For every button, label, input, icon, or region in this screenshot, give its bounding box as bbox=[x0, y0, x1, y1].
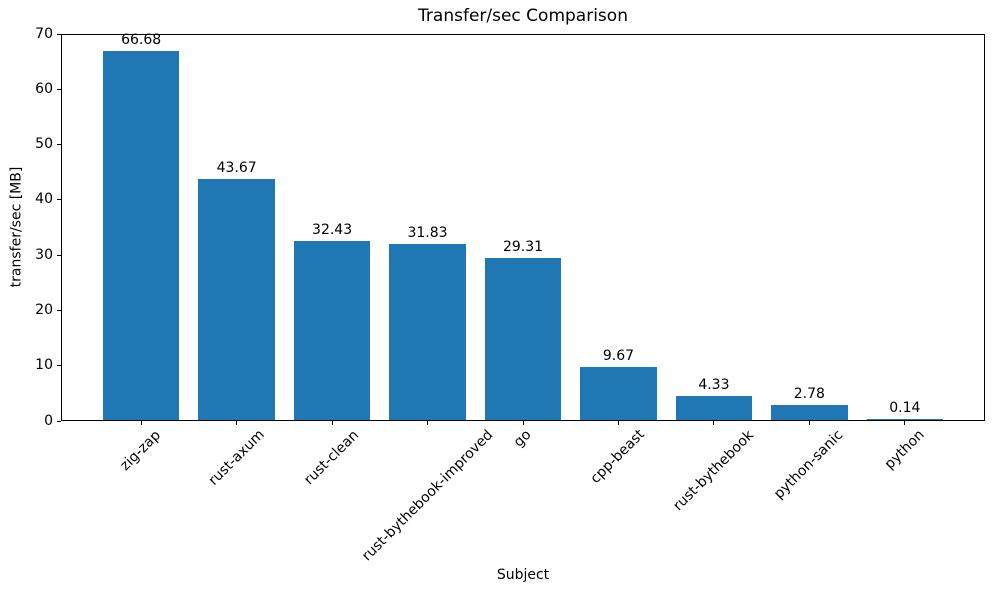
x-tick-mark bbox=[713, 421, 715, 425]
x-tick-label: rust-bythebook-improved bbox=[358, 426, 496, 565]
bar bbox=[389, 244, 466, 420]
chart-title: Transfer/sec Comparison bbox=[418, 6, 628, 26]
bar bbox=[866, 419, 943, 420]
x-tick-label: rust-axum bbox=[205, 427, 268, 490]
y-tick-label: 50 bbox=[35, 136, 53, 153]
x-tick-label: python-sanic bbox=[771, 426, 847, 503]
y-tick-mark bbox=[57, 254, 61, 256]
y-tick-label: 70 bbox=[35, 25, 53, 42]
x-tick-label: rust-clean bbox=[301, 426, 363, 488]
y-tick-mark bbox=[57, 420, 61, 422]
x-tick-mark bbox=[617, 421, 619, 425]
x-tick-label: cpp-beast bbox=[587, 426, 649, 488]
y-tick-label: 30 bbox=[35, 246, 53, 263]
bar bbox=[675, 396, 753, 420]
bar bbox=[198, 178, 275, 420]
x-tick-label: go bbox=[510, 426, 535, 451]
plot-area bbox=[61, 34, 985, 421]
x-tick-label: zig-zap bbox=[117, 426, 165, 474]
bar bbox=[484, 257, 562, 420]
bar bbox=[103, 51, 180, 420]
y-tick-label: 10 bbox=[35, 357, 53, 374]
y-tick-label: 0 bbox=[44, 412, 53, 429]
bar-value-label: 66.68 bbox=[121, 32, 162, 49]
y-tick-mark bbox=[57, 144, 61, 146]
x-tick-mark bbox=[236, 421, 238, 425]
bar bbox=[771, 404, 848, 420]
bar-value-label: 32.43 bbox=[312, 221, 353, 238]
bar-value-label: 2.78 bbox=[793, 385, 825, 402]
bar-value-label: 43.67 bbox=[216, 159, 257, 176]
bar-value-label: 31.83 bbox=[407, 225, 448, 242]
y-tick-label: 60 bbox=[35, 80, 53, 97]
x-tick-mark bbox=[808, 421, 810, 425]
x-tick-mark bbox=[140, 421, 142, 425]
y-tick-label: 20 bbox=[35, 301, 53, 318]
bar-value-label: 9.67 bbox=[602, 347, 635, 364]
x-tick-mark bbox=[331, 421, 333, 425]
x-axis-label: Subject bbox=[496, 567, 550, 583]
x-tick-mark bbox=[427, 421, 429, 425]
y-tick-label: 40 bbox=[35, 191, 53, 208]
y-tick-mark bbox=[57, 33, 61, 35]
y-tick-mark bbox=[57, 309, 61, 311]
bar-value-label: 29.31 bbox=[502, 238, 544, 255]
y-tick-mark bbox=[57, 88, 61, 90]
x-tick-label: python bbox=[881, 426, 928, 473]
bar-value-label: 4.33 bbox=[698, 377, 730, 394]
x-tick-mark bbox=[522, 421, 524, 425]
x-tick-mark bbox=[904, 421, 906, 425]
bar bbox=[293, 240, 371, 420]
bar bbox=[580, 366, 657, 420]
y-axis-label: transfer/sec [MB] bbox=[8, 166, 25, 288]
y-tick-mark bbox=[57, 199, 61, 201]
y-tick-mark bbox=[57, 365, 61, 367]
x-tick-label: rust-bythebook bbox=[670, 427, 757, 514]
bar-value-label: 0.14 bbox=[889, 400, 921, 417]
